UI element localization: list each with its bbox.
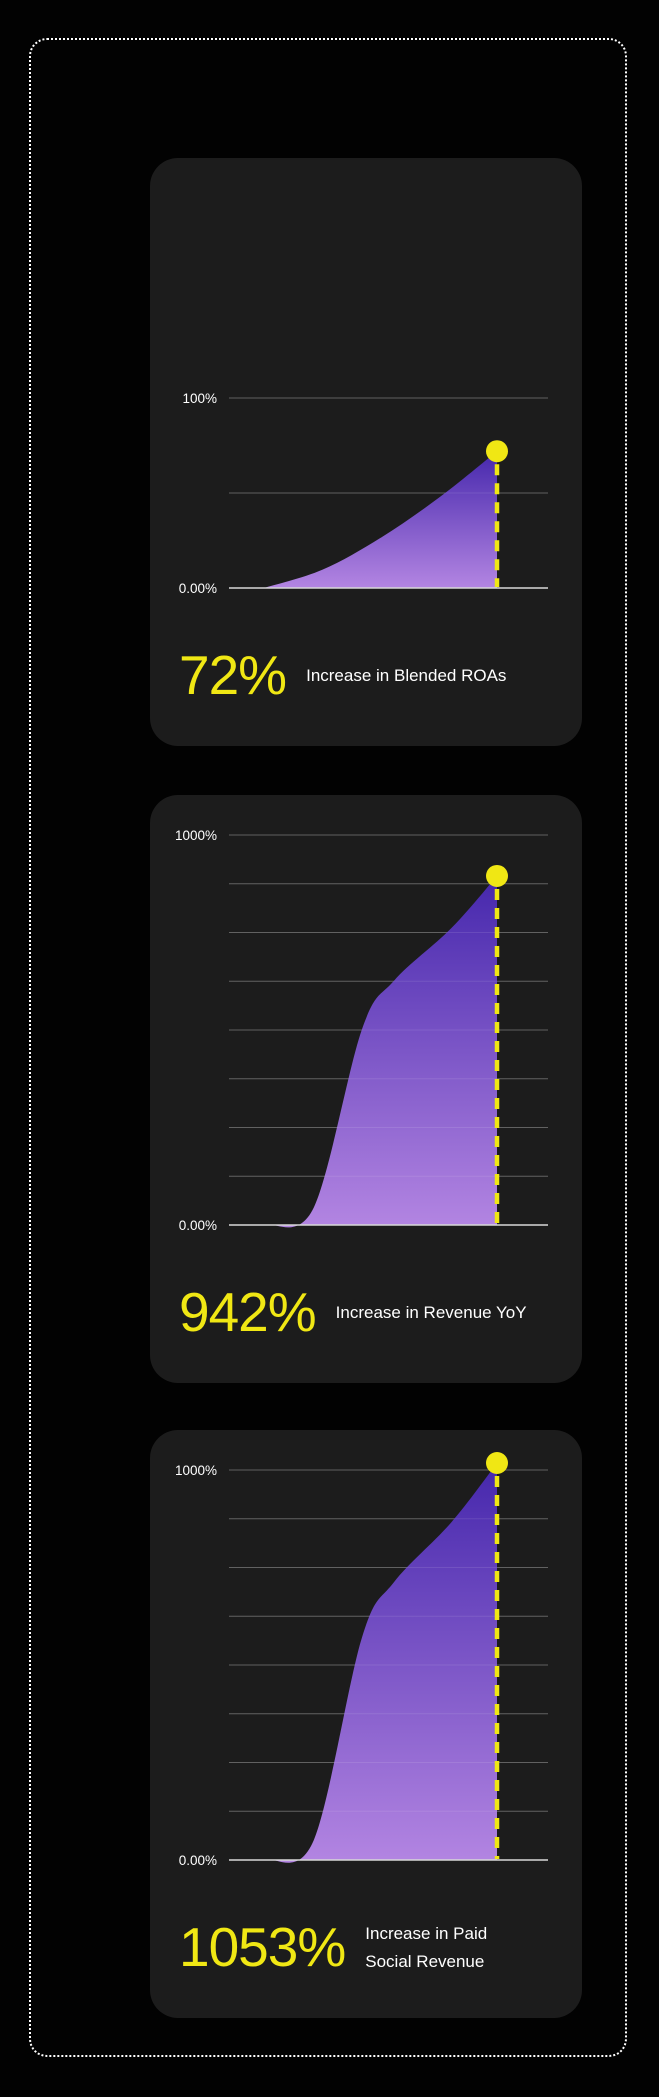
revenue-yoy-area-chart: 1000% 0.00% (150, 795, 582, 1265)
stat-value-blended-roas: 72% (179, 644, 287, 706)
stat-value-revenue-yoy: 942% (179, 1281, 317, 1343)
y-axis-bottom-label: 0.00% (179, 1218, 217, 1233)
stat-value-paid-social-revenue: 1053% (179, 1916, 346, 1978)
stat-card-paid-social-revenue: 1000% 0.00% 1053% Increase in Paid Social… (150, 1430, 582, 2018)
y-axis-bottom-label: 0.00% (179, 1853, 217, 1868)
stat-description-blended-roas: Increase in Blended ROAs (306, 665, 507, 685)
area-fill (264, 451, 497, 588)
stat-row: 1053% Increase in Paid Social Revenue (150, 1920, 582, 1975)
peak-marker-dot (486, 1451, 508, 1474)
y-axis-bottom-label: 0.00% (179, 581, 217, 596)
peak-marker-dot (486, 864, 508, 887)
stat-row: 72% Increase in Blended ROAs (150, 648, 582, 703)
stat-description-revenue-yoy: Increase in Revenue YoY (335, 1302, 527, 1322)
y-axis-top-label: 1000% (175, 1463, 217, 1478)
area-fill (268, 875, 497, 1228)
stat-card-revenue-yoy: 1000% 0.00% 942% Increase in Revenue YoY (150, 795, 582, 1383)
y-axis-top-label: 100% (182, 391, 217, 406)
y-axis-top-label: 1000% (175, 828, 217, 843)
area-fill (268, 1463, 497, 1863)
paid-social-revenue-area-chart: 1000% 0.00% (150, 1430, 582, 1900)
stat-card-blended-roas: 100% 0.00% 72% Increase in Blended ROAs (150, 158, 582, 746)
stat-description-paid-social-revenue: Increase in Paid Social Revenue (365, 1924, 488, 1971)
peak-marker-dot (486, 440, 508, 463)
dotted-border-frame: 100% 0.00% 72% Increase in Blended ROAs 1… (29, 38, 627, 2057)
blended-roas-area-chart: 100% 0.00% (150, 158, 582, 628)
stat-row: 942% Increase in Revenue YoY (150, 1285, 582, 1340)
